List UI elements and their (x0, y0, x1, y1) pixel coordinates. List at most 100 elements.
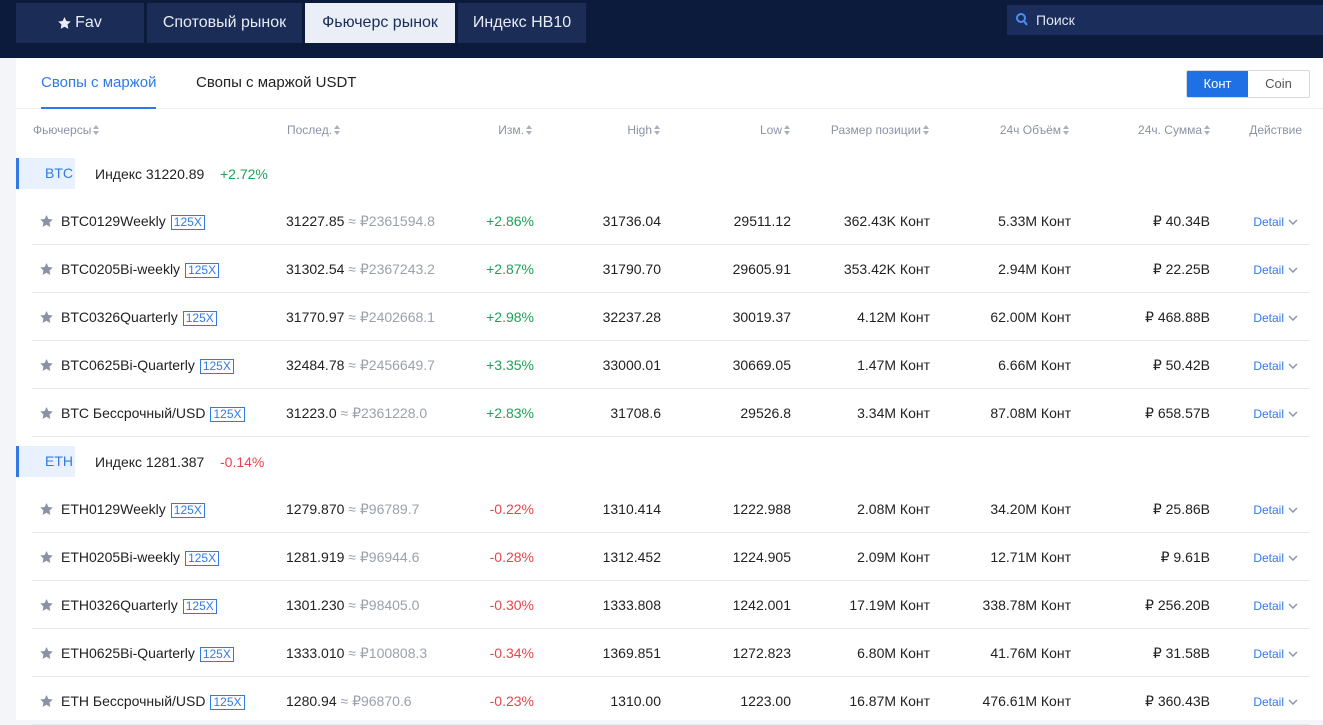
column-header[interactable]: Изм. (498, 123, 532, 137)
volume-cell: 62.00M Конт (990, 309, 1071, 325)
sum-cell: ₽ 9.61B (1160, 549, 1210, 565)
favorite-star[interactable] (40, 214, 53, 230)
detail-button[interactable]: Detail (1253, 695, 1298, 709)
approx-value: ≈ ₽2361594.8 (348, 213, 435, 229)
nav-tab[interactable]: Спотовый рынок (147, 3, 302, 43)
index-info: Индекс 31220.89 (95, 166, 204, 182)
change-cell: -0.23% (489, 693, 534, 709)
position-cell: 16.87M Конт (849, 693, 930, 709)
toggle-option[interactable]: Coin (1265, 76, 1292, 91)
change-cell: +2.87% (486, 261, 534, 277)
contract-row: ETH0625Bi-Quarterly 125X 1333.010 ≈ ₽10080… (32, 629, 1310, 677)
detail-label: Detail (1253, 599, 1284, 613)
column-header[interactable]: 24ч. Сумма (1138, 123, 1210, 137)
contract-name: BTC0205Bi-weekly 125X (61, 261, 220, 278)
subtabs: Свопы с маржой Свопы с маржой USDT (16, 58, 1323, 109)
last-price: 1280.94 ≈ ₽96870.6 (286, 693, 412, 710)
change-cell: -0.34% (489, 645, 534, 661)
last-value: 1333.010 (286, 645, 345, 661)
subtab[interactable]: Свопы с маржой USDT (196, 74, 357, 91)
leverage-badge: 125X (185, 551, 220, 566)
leverage-badge: 125X (170, 215, 205, 230)
last-price: 31223.0 ≈ ₽2361228.0 (286, 405, 427, 422)
table-header: Фьючерсы Послед. Изм. High Low Размер позиции… (32, 110, 1310, 149)
sum-cell: ₽ 25.86B (1152, 501, 1210, 517)
nav-tab-label: Фьючерс рынок (322, 14, 438, 31)
favorite-star[interactable] (40, 646, 53, 662)
contract-name: ETH Бессрочный/USD 125X (61, 693, 245, 710)
approx-value: ≈ ₽2361228.0 (340, 405, 428, 421)
detail-button[interactable]: Detail (1253, 599, 1298, 613)
detail-button[interactable]: Detail (1253, 311, 1298, 325)
column-header[interactable]: Послед. (287, 123, 341, 137)
nav-tab[interactable]: Индекс HB10 (458, 3, 586, 43)
favorite-star[interactable] (40, 550, 53, 566)
approx-value: ≈ ₽2367243.2 (348, 261, 435, 277)
top-nav: Поиск Fav Спотовый рынок Фьючерс рынок Инде… (0, 0, 1323, 58)
column-header[interactable]: Размер позиции (831, 123, 929, 137)
sum-cell: ₽ 658.57B (1145, 405, 1210, 421)
favorite-star[interactable] (40, 358, 53, 374)
change-cell: +3.35% (486, 357, 534, 373)
contract-name-text: BTC0129Weekly (61, 213, 166, 229)
star-icon (40, 311, 53, 323)
column-header[interactable]: 24ч Объём (1000, 123, 1069, 137)
detail-button[interactable]: Detail (1253, 359, 1298, 373)
contract-row: ETH0205Bi-weekly 125X 1281.919 ≈ ₽96944.6 -… (32, 533, 1310, 581)
subtab[interactable]: Свопы с маржой (41, 74, 157, 109)
last-value: 1301.230 (286, 597, 345, 613)
low-cell: 30669.05 (732, 357, 791, 373)
detail-label: Detail (1253, 215, 1284, 229)
column-label: Послед. (287, 123, 333, 137)
leverage-badge: 125X (185, 263, 220, 278)
search-icon (1016, 13, 1028, 26)
column-header[interactable]: Фьючерсы (33, 123, 100, 137)
volume-cell: 34.20M Конт (990, 501, 1071, 517)
contract-row: ETH Бессрочный/USD 125X 1280.94 ≈ ₽96870.6… (32, 677, 1310, 725)
contract-name: BTC0129Weekly 125X (61, 213, 205, 230)
detail-label: Detail (1253, 695, 1284, 709)
leverage-badge: 125X (199, 647, 234, 662)
coin-label: BTC (16, 158, 75, 189)
column-label: Low (759, 123, 782, 137)
last-price: 1333.010 ≈ ₽100808.3 (286, 645, 427, 662)
favorite-star[interactable] (40, 406, 53, 422)
contract-row: BTC0625Bi-Quarterly 125X 32484.78 ≈ ₽24566… (32, 341, 1310, 389)
contract-row: BTC0205Bi-weekly 125X 31302.54 ≈ ₽2367243.… (32, 245, 1310, 293)
nav-tab[interactable]: Фьючерс рынок (305, 3, 455, 43)
column-label: Действие (1249, 123, 1302, 137)
star-icon (40, 503, 53, 515)
column-label: Размер позиции (830, 123, 921, 137)
toggle-option[interactable]: Конт (1187, 71, 1248, 97)
column-header[interactable]: High (627, 123, 660, 137)
futures-table: Фьючерсы Послед. Изм. High Low Размер позиции… (16, 110, 1323, 725)
coin-label: ETH (16, 446, 75, 477)
index-change: +2.72% (220, 166, 268, 182)
search-box[interactable]: Поиск (1007, 5, 1323, 35)
column-header[interactable]: Low (760, 123, 790, 137)
low-cell: 1223.00 (740, 693, 791, 709)
detail-button[interactable]: Detail (1253, 263, 1298, 277)
detail-button[interactable]: Detail (1253, 407, 1298, 421)
favorite-star[interactable] (40, 502, 53, 518)
column-label: Фьючерсы (33, 123, 92, 137)
change-cell: +2.98% (486, 309, 534, 325)
detail-button[interactable]: Detail (1253, 215, 1298, 229)
favorite-star[interactable] (40, 694, 53, 710)
position-cell: 1.47M Конт (857, 357, 930, 373)
volume-cell: 6.66M Конт (998, 357, 1071, 373)
search-placeholder: Поиск (1036, 12, 1075, 28)
favorite-star[interactable] (40, 262, 53, 278)
sort-icon (923, 125, 929, 135)
favorite-star[interactable] (40, 598, 53, 614)
detail-button[interactable]: Detail (1253, 647, 1298, 661)
nav-tab[interactable]: Fav (16, 3, 144, 43)
detail-button[interactable]: Detail (1253, 551, 1298, 565)
index-info: Индекс 1281.387 (95, 454, 204, 470)
sum-cell: ₽ 468.88B (1145, 309, 1210, 325)
detail-button[interactable]: Detail (1253, 503, 1298, 517)
favorite-star[interactable] (40, 310, 53, 326)
chevron-icon (1288, 315, 1298, 321)
contract-row: BTC0129Weekly 125X 31227.85 ≈ ₽2361594.8 +2… (32, 197, 1310, 245)
contract-name: ETH0205Bi-weekly 125X (61, 549, 220, 566)
